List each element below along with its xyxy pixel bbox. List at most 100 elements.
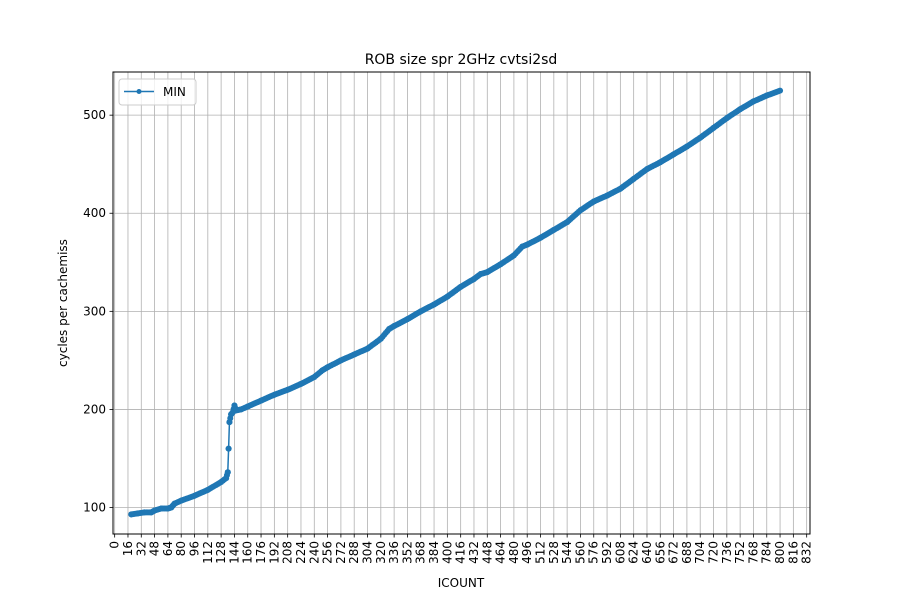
data-point bbox=[590, 198, 597, 205]
data-point bbox=[226, 419, 233, 426]
legend-label-min: MIN bbox=[163, 85, 186, 99]
data-point bbox=[178, 497, 185, 504]
data-point bbox=[457, 283, 464, 290]
x-tick-label: 432 bbox=[467, 541, 481, 564]
y-axis-ticks: 100 200 300 400 500 bbox=[83, 108, 113, 515]
data-point bbox=[417, 308, 424, 315]
data-point bbox=[710, 124, 717, 131]
data-point bbox=[158, 505, 165, 512]
data-point bbox=[697, 134, 704, 141]
x-tick-label: 400 bbox=[440, 541, 454, 564]
data-point bbox=[643, 166, 650, 173]
x-tick-label: 240 bbox=[307, 541, 321, 564]
data-point bbox=[311, 374, 318, 381]
x-tick-label: 560 bbox=[573, 541, 587, 564]
x-tick-label: 304 bbox=[361, 541, 375, 564]
data-point bbox=[577, 207, 584, 214]
data-point bbox=[351, 351, 358, 358]
x-tick-label: 816 bbox=[786, 541, 800, 564]
data-point bbox=[151, 507, 158, 514]
y-tick-label: 400 bbox=[83, 206, 106, 220]
x-tick-label: 256 bbox=[321, 541, 335, 564]
x-tick-label: 784 bbox=[760, 541, 774, 564]
data-point bbox=[431, 301, 438, 308]
data-point bbox=[271, 391, 278, 398]
data-point bbox=[470, 275, 477, 282]
data-point bbox=[510, 252, 517, 259]
x-tick-label: 480 bbox=[507, 541, 521, 564]
x-tick-label: 288 bbox=[347, 541, 361, 564]
x-axis-ticks: 0 16 32 48 64 80 96 112 128 144 160 176 192 208 224 240… bbox=[108, 534, 814, 564]
data-point bbox=[477, 271, 484, 278]
x-tick-label: 688 bbox=[680, 541, 694, 564]
data-point bbox=[171, 500, 178, 507]
data-point bbox=[128, 511, 135, 518]
x-tick-label: 96 bbox=[188, 541, 202, 556]
x-tick-label: 832 bbox=[800, 541, 814, 564]
x-tick-label: 464 bbox=[494, 541, 508, 564]
data-point bbox=[168, 504, 175, 511]
x-tick-label: 384 bbox=[427, 541, 441, 564]
x-tick-label: 160 bbox=[241, 541, 255, 564]
x-tick-label: 368 bbox=[414, 541, 428, 564]
x-tick-label: 64 bbox=[161, 541, 175, 556]
x-tick-label: 128 bbox=[214, 541, 228, 564]
x-tick-label: 80 bbox=[174, 541, 188, 556]
data-point bbox=[386, 325, 393, 332]
chart-title: ROB size spr 2GHz cvtsi2sd bbox=[365, 52, 558, 68]
x-tick-label: 800 bbox=[773, 541, 787, 564]
data-point bbox=[284, 386, 291, 393]
x-tick-label: 608 bbox=[613, 541, 627, 564]
x-tick-label: 704 bbox=[693, 541, 707, 564]
x-tick-label: 752 bbox=[733, 541, 747, 564]
data-point bbox=[604, 192, 611, 199]
x-tick-label: 320 bbox=[374, 541, 388, 564]
x-tick-label: 208 bbox=[281, 541, 295, 564]
data-point bbox=[630, 175, 637, 182]
x-tick-label: 592 bbox=[600, 541, 614, 564]
x-tick-label: 144 bbox=[227, 541, 241, 564]
data-point bbox=[737, 106, 744, 113]
data-point bbox=[444, 293, 451, 300]
data-point bbox=[564, 219, 571, 226]
x-tick-label: 512 bbox=[534, 541, 548, 564]
x-tick-label: 224 bbox=[294, 541, 308, 564]
x-tick-label: 544 bbox=[560, 541, 574, 564]
x-axis-label: ICOUNT bbox=[438, 576, 485, 590]
x-tick-label: 416 bbox=[454, 541, 468, 564]
data-point bbox=[391, 323, 398, 330]
data-point bbox=[218, 479, 225, 486]
data-point bbox=[141, 509, 148, 516]
data-point bbox=[238, 406, 245, 413]
x-tick-label: 720 bbox=[707, 541, 721, 564]
data-point bbox=[497, 261, 504, 268]
data-point bbox=[233, 407, 240, 414]
data-point bbox=[231, 402, 238, 409]
data-point bbox=[763, 92, 770, 99]
x-tick-label: 336 bbox=[387, 541, 401, 564]
grid bbox=[113, 72, 810, 534]
y-axis-label: cycles per cachemiss bbox=[56, 239, 70, 367]
x-tick-label: 112 bbox=[201, 541, 215, 564]
data-point bbox=[223, 475, 230, 482]
y-tick-label: 200 bbox=[83, 402, 106, 416]
data-point bbox=[225, 445, 232, 452]
legend-marker bbox=[136, 89, 142, 94]
x-tick-label: 192 bbox=[267, 541, 281, 564]
y-tick-label: 500 bbox=[83, 108, 106, 122]
legend-box bbox=[118, 78, 197, 106]
x-tick-label: 736 bbox=[720, 541, 734, 564]
x-tick-label: 640 bbox=[640, 541, 654, 564]
data-point bbox=[750, 98, 757, 105]
x-tick-label: 48 bbox=[148, 541, 162, 556]
data-point bbox=[319, 367, 326, 374]
data-point bbox=[324, 364, 331, 371]
data-point bbox=[657, 159, 664, 166]
axes-frame bbox=[112, 71, 811, 535]
data-point bbox=[134, 510, 141, 517]
data-point bbox=[404, 316, 411, 323]
x-tick-label: 528 bbox=[547, 541, 561, 564]
data-point bbox=[777, 87, 784, 94]
data-point bbox=[224, 469, 231, 476]
x-tick-label: 656 bbox=[653, 541, 667, 564]
